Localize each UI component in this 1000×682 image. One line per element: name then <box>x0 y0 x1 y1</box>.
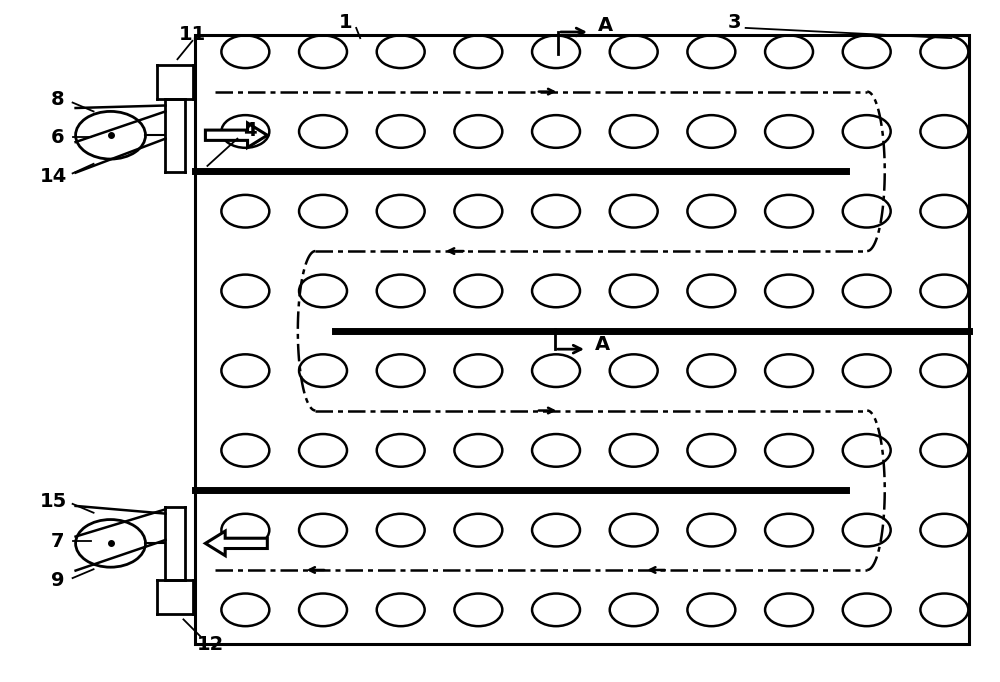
Text: 9: 9 <box>51 572 64 591</box>
Text: A: A <box>595 335 610 354</box>
Text: 14: 14 <box>40 166 67 186</box>
Text: 8: 8 <box>51 90 64 109</box>
Text: 11: 11 <box>179 25 206 44</box>
Text: 3: 3 <box>728 13 741 32</box>
Polygon shape <box>205 531 267 556</box>
Text: 15: 15 <box>40 492 67 511</box>
Text: A: A <box>598 16 613 35</box>
Polygon shape <box>205 123 267 147</box>
Text: 6: 6 <box>51 128 64 147</box>
Text: 1: 1 <box>338 13 352 32</box>
Bar <box>195 35 969 644</box>
Text: 7: 7 <box>51 532 64 551</box>
Text: 12: 12 <box>197 635 224 654</box>
Text: 4: 4 <box>244 121 257 140</box>
